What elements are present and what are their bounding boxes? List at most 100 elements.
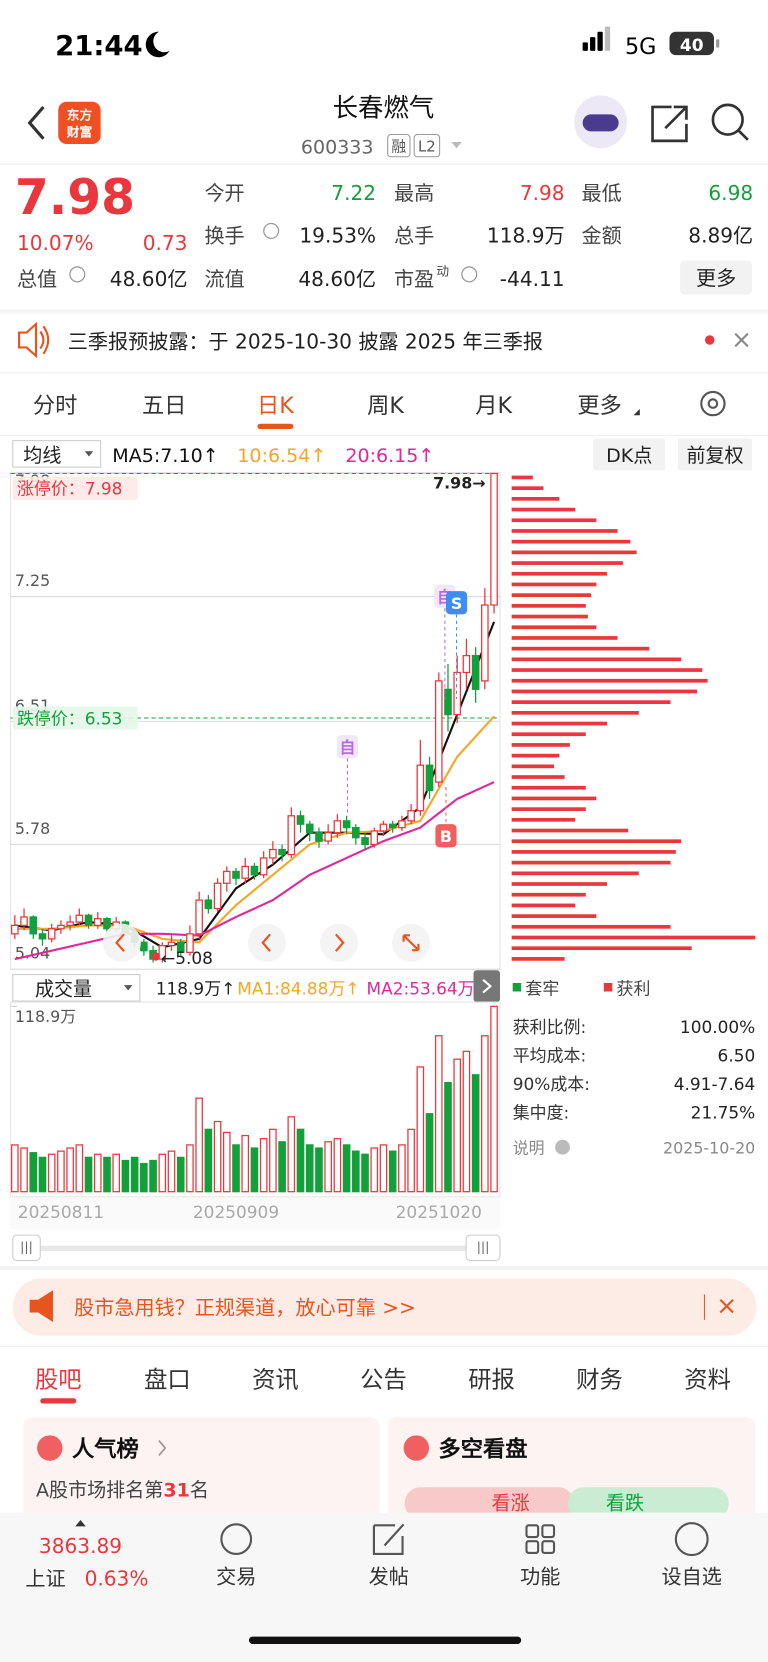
candle-body bbox=[388, 823, 397, 829]
ad-banner[interactable] bbox=[12, 1278, 757, 1336]
candle-body bbox=[361, 837, 369, 846]
period-tab[interactable]: 日K bbox=[257, 393, 295, 419]
ma-label: MA1:84.88万↑ bbox=[237, 979, 359, 999]
close-icon[interactable] bbox=[734, 332, 749, 348]
chip-bar bbox=[511, 689, 698, 694]
volume-bar bbox=[370, 1147, 379, 1193]
period-tab[interactable]: 更多 bbox=[577, 393, 621, 419]
change-pct: 10.07% bbox=[17, 231, 94, 255]
card-icon bbox=[403, 1435, 430, 1461]
nav-label[interactable]: 设自选 bbox=[662, 1565, 722, 1589]
volume-bar bbox=[333, 1138, 342, 1193]
share-icon[interactable] bbox=[651, 105, 688, 143]
chart-button[interactable] bbox=[677, 438, 753, 471]
dropdown-arrow[interactable] bbox=[451, 141, 462, 149]
card[interactable] bbox=[23, 1417, 380, 1524]
volume-bar bbox=[222, 1131, 231, 1193]
chip-bar bbox=[511, 603, 586, 608]
candle-body bbox=[140, 941, 148, 952]
indicator-menu[interactable] bbox=[12, 440, 102, 468]
chip-bar bbox=[511, 486, 544, 491]
bull-button[interactable] bbox=[404, 1487, 575, 1519]
content-tab[interactable]: 研报 bbox=[468, 1367, 515, 1394]
change: 0.73 bbox=[143, 231, 188, 255]
content-tab[interactable]: 财务 bbox=[576, 1367, 623, 1394]
rank-text: 名 bbox=[190, 1480, 209, 1502]
field-label-sup: 动 bbox=[436, 263, 449, 278]
chart-button[interactable] bbox=[593, 438, 666, 471]
chip-bar bbox=[511, 561, 623, 565]
back-button[interactable] bbox=[27, 105, 45, 140]
expand-button[interactable] bbox=[473, 970, 500, 1003]
chip-bar bbox=[511, 882, 607, 886]
chart-nav-button[interactable] bbox=[319, 923, 359, 962]
stat-label: 90%成本: bbox=[513, 1074, 590, 1094]
nav-label[interactable]: 交易 bbox=[216, 1565, 256, 1589]
candle-body bbox=[20, 916, 28, 927]
menu-arrow bbox=[123, 985, 133, 991]
candle-body bbox=[11, 924, 19, 935]
close-icon[interactable] bbox=[719, 1298, 734, 1314]
nav-label[interactable]: 功能 bbox=[520, 1565, 560, 1589]
more-button[interactable] bbox=[680, 260, 753, 295]
note-label[interactable]: 说明 bbox=[513, 1139, 545, 1158]
signal-bar bbox=[590, 37, 596, 51]
candle-body bbox=[315, 832, 323, 842]
indicator-menu-label: 均线 bbox=[23, 445, 61, 467]
period-tab[interactable]: 月K bbox=[475, 393, 513, 419]
nav-icon bbox=[220, 1523, 253, 1556]
chart-nav-button[interactable] bbox=[102, 923, 141, 962]
field-value: 19.53% bbox=[299, 224, 376, 248]
chip-bar bbox=[511, 539, 631, 544]
settings-icon[interactable] bbox=[700, 390, 726, 417]
legend-swatch bbox=[603, 983, 613, 992]
candle-body bbox=[176, 941, 185, 954]
trade-marker: 自 bbox=[340, 738, 356, 757]
volume-bar bbox=[75, 1144, 84, 1193]
bear-button[interactable] bbox=[567, 1487, 729, 1519]
logo-text: 财富 bbox=[66, 125, 92, 140]
field-label: 今开 bbox=[204, 181, 244, 205]
candle-body bbox=[398, 820, 406, 829]
date-band bbox=[10, 1196, 500, 1229]
settings-icon-core bbox=[707, 398, 719, 409]
nav-label[interactable]: 发帖 bbox=[369, 1565, 409, 1589]
chip-bar bbox=[511, 903, 576, 908]
volume-bar bbox=[121, 1159, 130, 1193]
period-tab[interactable]: 周K bbox=[367, 393, 405, 419]
ma-label: 20:6.15↑ bbox=[345, 445, 434, 467]
badge: L2 bbox=[418, 138, 436, 155]
search-icon[interactable] bbox=[711, 103, 744, 136]
speaker-icon[interactable] bbox=[18, 321, 50, 359]
content-tab[interactable]: 资讯 bbox=[252, 1367, 299, 1394]
content-tab[interactable]: 公告 bbox=[360, 1367, 407, 1394]
candle-body bbox=[425, 764, 434, 792]
chip-bar bbox=[511, 636, 618, 640]
chart-nav-button[interactable] bbox=[247, 923, 287, 962]
field-label: 总值 bbox=[17, 267, 57, 291]
index-value[interactable]: 3863.89 bbox=[39, 1534, 122, 1558]
volume-bar bbox=[434, 1035, 443, 1193]
field-value: 8.89亿 bbox=[688, 224, 753, 248]
chip-bar bbox=[511, 871, 639, 876]
signal-bar bbox=[582, 42, 588, 51]
chevron bbox=[158, 1440, 167, 1456]
period-tab[interactable]: 分时 bbox=[33, 393, 77, 419]
volume-bar bbox=[388, 1150, 397, 1193]
info-icon bbox=[263, 222, 280, 239]
content-tab[interactable]: 股吧 bbox=[35, 1367, 82, 1394]
ma-label: MA5:7.10↑ bbox=[112, 445, 218, 467]
field-label: 最高 bbox=[394, 181, 434, 205]
info-icon bbox=[69, 266, 86, 283]
candle-body bbox=[84, 914, 93, 927]
volume-bar bbox=[232, 1144, 240, 1193]
chip-bar bbox=[511, 860, 671, 865]
volume-bar bbox=[195, 1097, 203, 1193]
volume-bar bbox=[287, 1116, 296, 1193]
content-tab[interactable]: 盘口 bbox=[144, 1367, 191, 1394]
volume-menu[interactable] bbox=[12, 974, 141, 1002]
stat-value: 100.00% bbox=[680, 1017, 755, 1037]
content-tab[interactable]: 资料 bbox=[684, 1367, 731, 1394]
period-tab[interactable]: 五日 bbox=[142, 393, 186, 419]
